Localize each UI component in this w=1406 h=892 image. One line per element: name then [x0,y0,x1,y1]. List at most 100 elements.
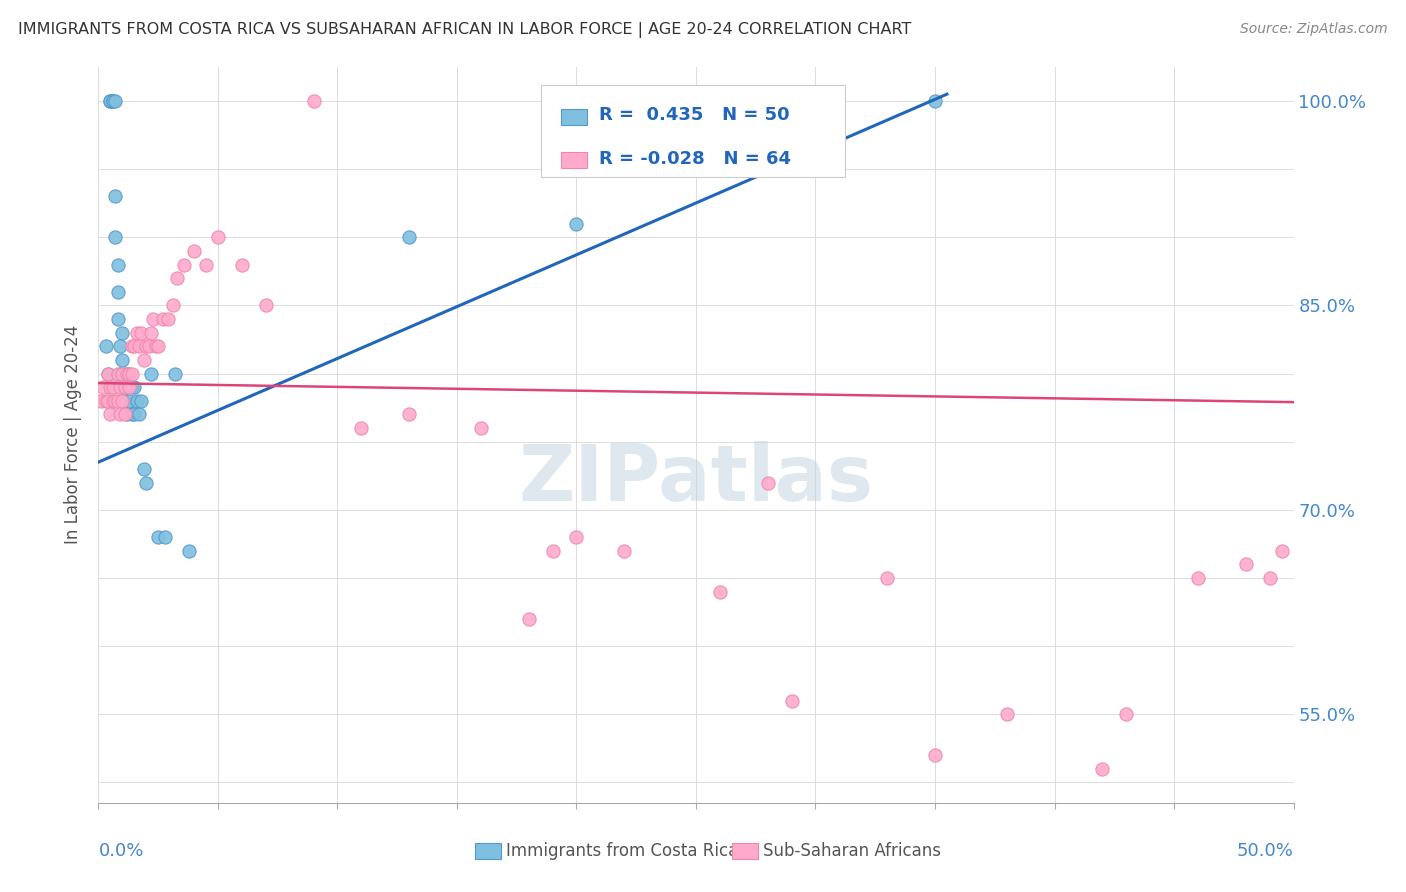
Point [131,393,153,408]
Point [125,326,148,340]
Point [924,748,946,763]
Point [94,393,117,408]
Point [565,530,588,544]
Point [1091,762,1114,776]
Point [1258,571,1281,585]
Text: Source: ZipAtlas.com: Source: ZipAtlas.com [1240,22,1388,37]
Point [995,707,1018,722]
Point [924,94,946,108]
Point [195,258,218,272]
Point [302,94,325,108]
Text: 50.0%: 50.0% [1237,842,1294,860]
Point [98,94,122,108]
Y-axis label: In Labor Force | Age 20-24: In Labor Force | Age 20-24 [65,326,83,544]
Text: ZIPatlas: ZIPatlas [519,441,873,517]
Point [111,393,134,408]
FancyBboxPatch shape [475,843,501,860]
Point [132,352,155,367]
Point [111,326,134,340]
Point [148,530,170,544]
Point [97,367,120,381]
Point [162,298,184,312]
Text: Immigrants from Costa Rica: Immigrants from Costa Rica [506,842,738,860]
Point [148,339,170,353]
Point [155,530,177,544]
Point [1234,558,1257,572]
Point [111,367,134,381]
Point [613,543,636,558]
Point [142,312,165,326]
FancyBboxPatch shape [541,86,845,178]
Point [128,339,150,353]
Point [97,367,120,381]
Point [115,380,138,394]
Point [1187,571,1209,585]
Point [98,380,122,394]
Point [398,230,420,244]
Point [104,393,127,408]
Point [104,189,127,203]
Point [131,326,153,340]
Point [98,94,122,108]
Point [128,408,150,422]
Point [101,94,124,108]
Point [132,462,155,476]
Point [118,380,141,394]
Point [107,285,129,299]
FancyBboxPatch shape [561,153,588,169]
Point [111,380,134,394]
Point [104,94,127,108]
Point [876,571,898,585]
Point [398,408,420,422]
Point [118,367,141,381]
Point [111,352,134,367]
Point [90,393,112,408]
Point [470,421,492,435]
Point [121,339,143,353]
Point [114,393,136,408]
Point [139,367,162,381]
Point [780,693,803,707]
Point [1115,707,1137,722]
FancyBboxPatch shape [561,109,588,125]
Point [207,230,229,244]
Point [107,367,129,381]
Point [91,380,114,394]
Point [517,612,540,626]
Point [101,380,124,394]
Point [107,312,129,326]
Point [114,367,136,381]
Point [139,326,162,340]
Point [152,312,174,326]
Point [756,475,779,490]
Point [254,298,277,312]
Point [138,339,160,353]
Point [108,380,131,394]
Text: R =  0.435   N = 50: R = 0.435 N = 50 [599,106,790,125]
Point [107,258,129,272]
Point [156,312,179,326]
Point [565,217,588,231]
Point [166,271,188,285]
Point [163,367,186,381]
Point [231,258,253,272]
Point [179,543,201,558]
Point [108,408,131,422]
Point [135,475,157,490]
Point [121,408,143,422]
Point [104,230,127,244]
Point [98,408,122,422]
Text: 0.0%: 0.0% [98,842,143,860]
Text: R = -0.028   N = 64: R = -0.028 N = 64 [599,150,792,168]
Point [114,380,136,394]
Point [121,367,143,381]
Point [114,408,136,422]
Point [108,339,131,353]
Point [115,367,138,381]
Point [709,584,731,599]
Text: Sub-Saharan Africans: Sub-Saharan Africans [763,842,941,860]
FancyBboxPatch shape [733,843,758,860]
Point [135,339,157,353]
Point [101,94,124,108]
Point [94,339,117,353]
